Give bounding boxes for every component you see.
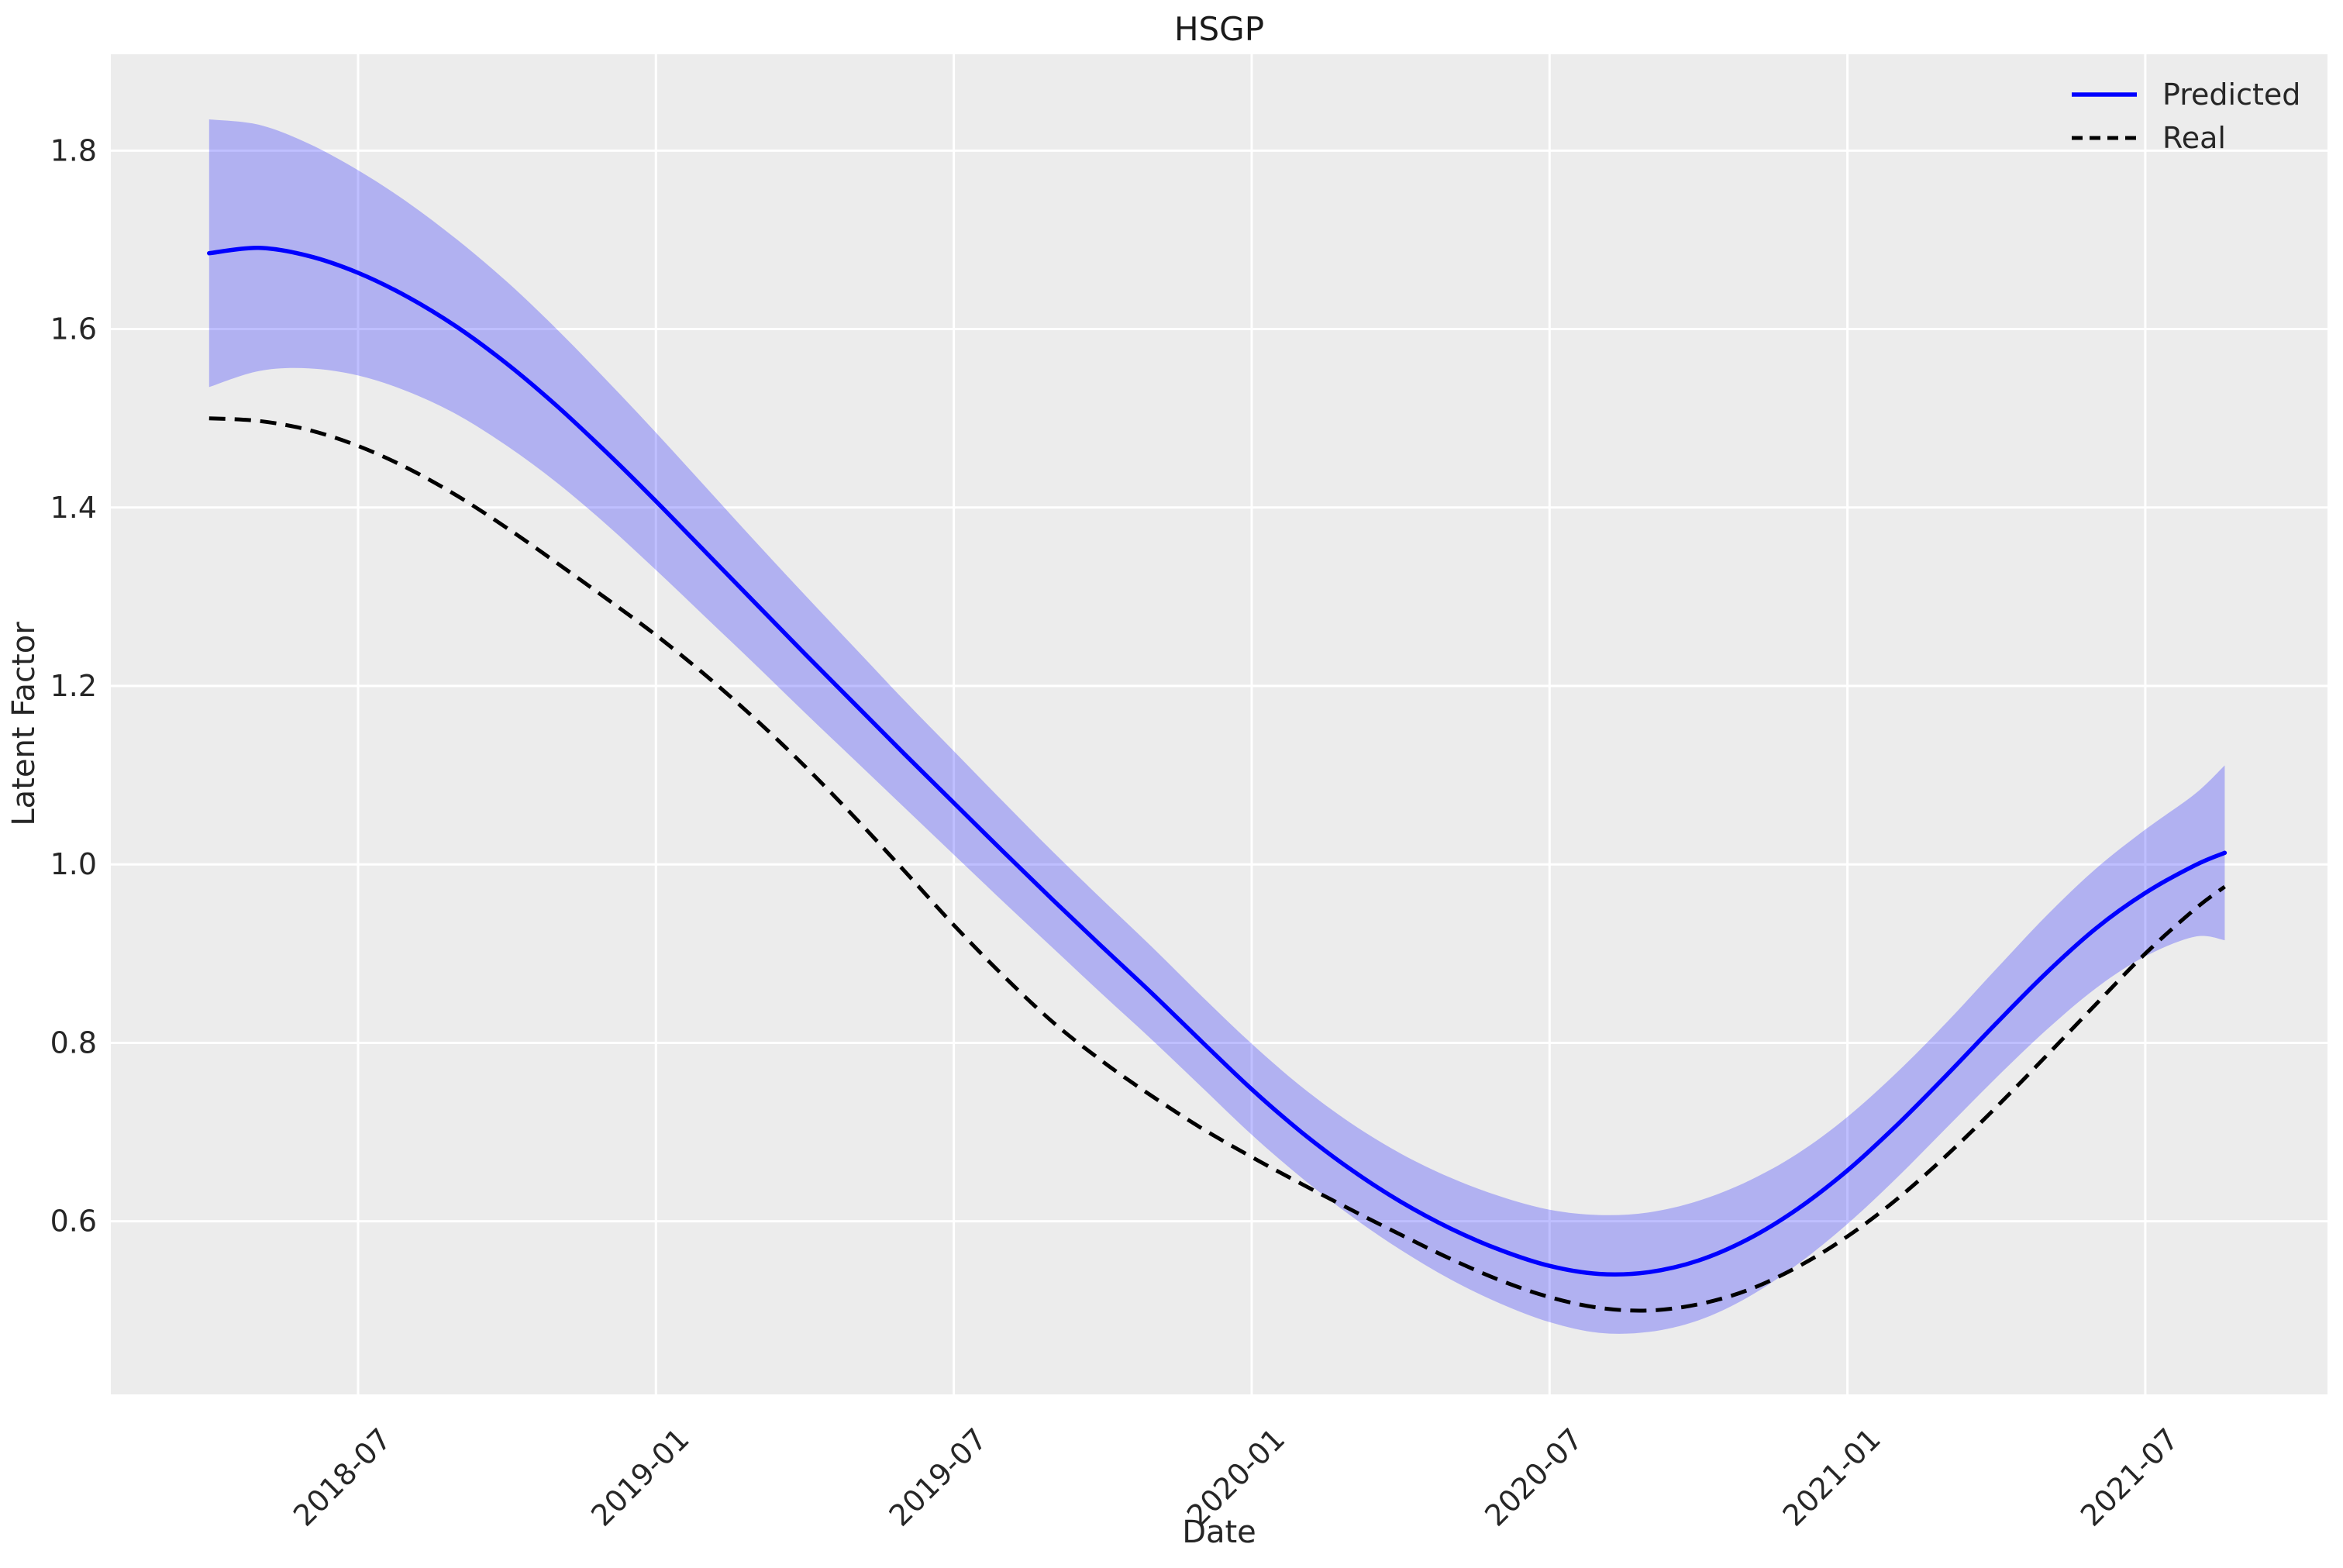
y-tick-label: 1.4 <box>50 491 97 525</box>
x-tick-label: 2019-07 <box>883 1422 994 1532</box>
chart-title: HSGP <box>1174 10 1264 48</box>
x-tick-label: 2020-07 <box>1478 1422 1589 1532</box>
x-tick-label: 2019-01 <box>584 1422 695 1532</box>
y-axis-label: Latent Factor <box>6 622 42 826</box>
y-tick-label: 1.8 <box>50 133 97 167</box>
confidence-band <box>208 119 2225 1334</box>
axes-background <box>111 54 2327 1394</box>
plot-area: 1.8 1.6 1.4 1.2 1.0 0.8 0.6 2018-07 2019-01 2019-… <box>50 54 2327 1533</box>
y-tick-label: 1.0 <box>50 847 97 881</box>
y-tick-label: 1.2 <box>50 669 97 703</box>
predicted-line <box>207 246 2228 1277</box>
x-tick-label: 2021-01 <box>1776 1422 1887 1532</box>
legend: Predicted Real <box>2072 78 2300 155</box>
legend-label-real: Real <box>2162 121 2226 155</box>
x-axis-label: Date <box>1182 1515 1256 1550</box>
legend-label-predicted: Predicted <box>2162 78 2300 112</box>
real-line <box>208 416 2226 1313</box>
x-tick-label: 2018-07 <box>287 1422 398 1532</box>
y-tick-label: 0.6 <box>50 1204 97 1239</box>
y-tick-label: 1.6 <box>50 312 97 346</box>
y-tick-label: 0.8 <box>50 1025 97 1060</box>
x-tick-label: 2021-07 <box>2074 1422 2185 1532</box>
